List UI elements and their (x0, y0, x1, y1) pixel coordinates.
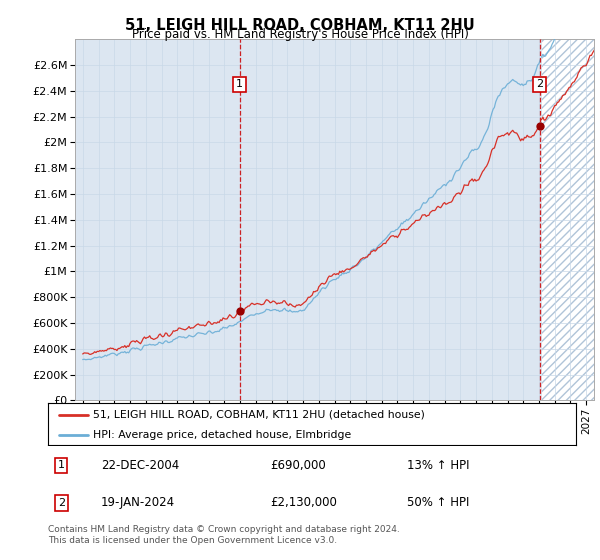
Text: HPI: Average price, detached house, Elmbridge: HPI: Average price, detached house, Elmb… (93, 430, 351, 440)
Text: £690,000: £690,000 (270, 459, 326, 472)
Text: 50% ↑ HPI: 50% ↑ HPI (407, 496, 469, 510)
Text: £2,130,000: £2,130,000 (270, 496, 337, 510)
Text: 19-JAN-2024: 19-JAN-2024 (101, 496, 175, 510)
Text: 13% ↑ HPI: 13% ↑ HPI (407, 459, 470, 472)
Text: 51, LEIGH HILL ROAD, COBHAM, KT11 2HU (detached house): 51, LEIGH HILL ROAD, COBHAM, KT11 2HU (d… (93, 410, 425, 420)
Text: 1: 1 (236, 80, 243, 90)
Text: Price paid vs. HM Land Registry's House Price Index (HPI): Price paid vs. HM Land Registry's House … (131, 28, 469, 41)
Text: Contains HM Land Registry data © Crown copyright and database right 2024.
This d: Contains HM Land Registry data © Crown c… (48, 525, 400, 545)
Text: 2: 2 (536, 80, 544, 90)
Text: 2: 2 (58, 498, 65, 508)
Text: 22-DEC-2004: 22-DEC-2004 (101, 459, 179, 472)
Text: 51, LEIGH HILL ROAD, COBHAM, KT11 2HU: 51, LEIGH HILL ROAD, COBHAM, KT11 2HU (125, 18, 475, 33)
Text: 1: 1 (58, 460, 65, 470)
